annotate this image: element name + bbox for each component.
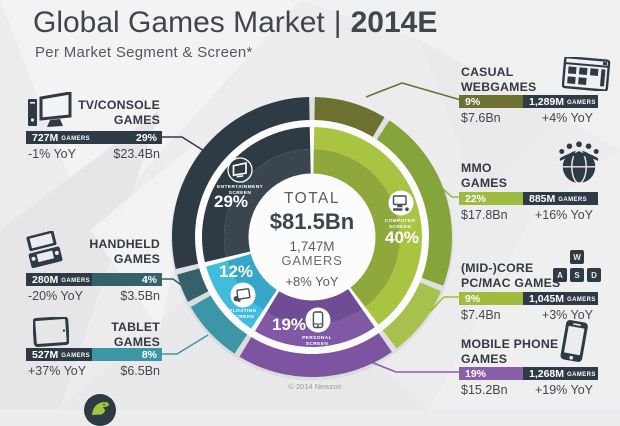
infographic-global-games-market: { "header": { "title": "Global Games Mar… (26, 6, 611, 426)
stat-sub-row: $15.2Bn +19% YoY (461, 382, 593, 397)
newzoo-logo (84, 394, 116, 426)
stat-bar: 22% 885M GAMERS (459, 192, 598, 205)
title-main: Global Games Market (33, 6, 325, 39)
segment-share: 9% (465, 95, 481, 108)
svg-text:TOTAL: TOTAL (284, 190, 340, 207)
donut-chart: COMPUTERSCREEN40%PERSONALSCREEN19%FLOATI… (160, 82, 462, 381)
revenue-value: $6.5Bn (120, 364, 160, 378)
stat-bar: 19% 1,268M GAMERS (459, 367, 598, 380)
svg-text:SCREEN: SCREEN (229, 190, 252, 196)
smartphone-icon (560, 320, 588, 362)
browser-games-icon (562, 57, 611, 91)
handheld-console-icon (26, 231, 63, 269)
yoy-value: +37% YoY (28, 364, 87, 378)
gamers-label: GAMERS (567, 296, 596, 303)
segment-share: 8% (141, 348, 157, 361)
segment-share: 19% (465, 367, 487, 380)
gamers-value: 527M (32, 348, 59, 361)
revenue-value: $7.4Bn (461, 308, 501, 322)
segment-label: (MID-)CORE PC/MAC GAMES (461, 261, 561, 290)
stat-sub-row: -1% YoY $23.4Bn (28, 146, 160, 161)
gamers-label: GAMERS (61, 352, 91, 359)
segment-share: 29% (135, 131, 157, 144)
globe-players-icon (559, 141, 599, 184)
segment-share: 22% (465, 192, 487, 205)
tablet-icon (33, 317, 69, 347)
svg-text:SCREEN: SCREEN (232, 314, 255, 320)
segment-label: TV/CONSOLE GAMES (78, 98, 160, 127)
svg-text:PERSONAL: PERSONAL (302, 335, 332, 341)
gamers-label: GAMERS (61, 135, 91, 142)
wasd-keys-icon: W A S D (553, 250, 601, 282)
gamers-label: GAMERS (61, 277, 91, 284)
svg-text:40%: 40% (385, 228, 419, 247)
stat-bar: 727M GAMERS 29% (26, 131, 162, 144)
gamers-value: 885M (529, 192, 556, 205)
svg-text:D: D (591, 271, 597, 280)
newzoo-bird-icon (92, 401, 109, 415)
revenue-value: $7.6Bn (461, 111, 501, 125)
stat-bar: 9% 1,289M GAMERS (459, 95, 598, 108)
page-title: Global Games Market | 2014E (33, 6, 437, 40)
revenue-value: $3.5Bn (120, 289, 160, 303)
svg-text:12%: 12% (219, 262, 253, 281)
yoy-value: -20% YoY (28, 289, 83, 303)
gamers-label: GAMERS (558, 196, 588, 203)
svg-text:SCREEN: SCREEN (306, 341, 329, 347)
revenue-value: $15.2Bn (461, 383, 508, 397)
svg-text:GAMERS: GAMERS (281, 253, 342, 268)
revenue-value: $23.4Bn (113, 147, 160, 161)
svg-text:+8% YoY: +8% YoY (285, 274, 338, 289)
title-separator: | (333, 6, 342, 39)
copyright-note: © 2014 Newzoo (288, 382, 342, 391)
svg-text:FLOATING: FLOATING (229, 308, 256, 314)
stat-bar: 9% 1,045M GAMERS (459, 292, 598, 305)
gamers-value: 1,289M (529, 95, 565, 108)
svg-text:S: S (574, 271, 580, 280)
stat-sub-row: +37% YoY $6.5Bn (28, 363, 160, 378)
gamers-value: 1,045M (529, 292, 565, 305)
svg-text:ENTERTAINMENT: ENTERTAINMENT (217, 184, 263, 190)
stat-sub-row: $17.8Bn +16% YoY (461, 207, 593, 222)
gamers-value: 280M (32, 273, 59, 286)
title-year: 2014E (350, 6, 438, 39)
stat-sub-row: -20% YoY $3.5Bn (28, 288, 160, 303)
yoy-value: +16% YoY (534, 208, 593, 222)
stat-bar: 280M GAMERS 4% (26, 273, 162, 286)
svg-text:SCREEN: SCREEN (389, 224, 412, 230)
gamers-label: GAMERS (567, 371, 596, 378)
page-subtitle: Per Market Segment & Screen* (35, 44, 253, 61)
svg-text:COMPUTER: COMPUTER (385, 218, 416, 224)
svg-text:1,747M: 1,747M (289, 239, 334, 254)
yoy-value: +4% YoY (541, 111, 593, 125)
svg-text:$81.5Bn: $81.5Bn (270, 209, 354, 234)
segment-label: HANDHELD GAMES (89, 237, 160, 266)
segment-share: 9% (465, 292, 481, 305)
stat-sub-row: $7.6Bn +4% YoY (461, 110, 593, 125)
stat-sub-row: $7.4Bn +3% YoY (461, 307, 593, 322)
tv-console-icon (28, 92, 72, 127)
yoy-value: +19% YoY (534, 383, 593, 397)
yoy-value: +3% YoY (541, 308, 593, 322)
gamers-value: 727M (32, 131, 59, 144)
revenue-value: $17.8Bn (461, 208, 508, 222)
segment-label: CASUAL WEBGAMES (461, 65, 537, 94)
svg-text:19%: 19% (272, 315, 306, 334)
stat-bar: 527M GAMERS 8% (26, 348, 162, 361)
segment-label: MOBILE PHONE GAMES (461, 337, 559, 366)
yoy-value: -1% YoY (28, 147, 76, 161)
svg-text:A: A (557, 271, 563, 280)
svg-text:W: W (573, 253, 581, 262)
segment-share: 4% (141, 273, 157, 286)
segment-label: MMO GAMES (461, 161, 508, 190)
gamers-value: 1,268M (529, 367, 565, 380)
gamers-label: GAMERS (567, 99, 596, 106)
segment-label: TABLET GAMES (111, 320, 160, 349)
svg-text:29%: 29% (214, 192, 248, 211)
